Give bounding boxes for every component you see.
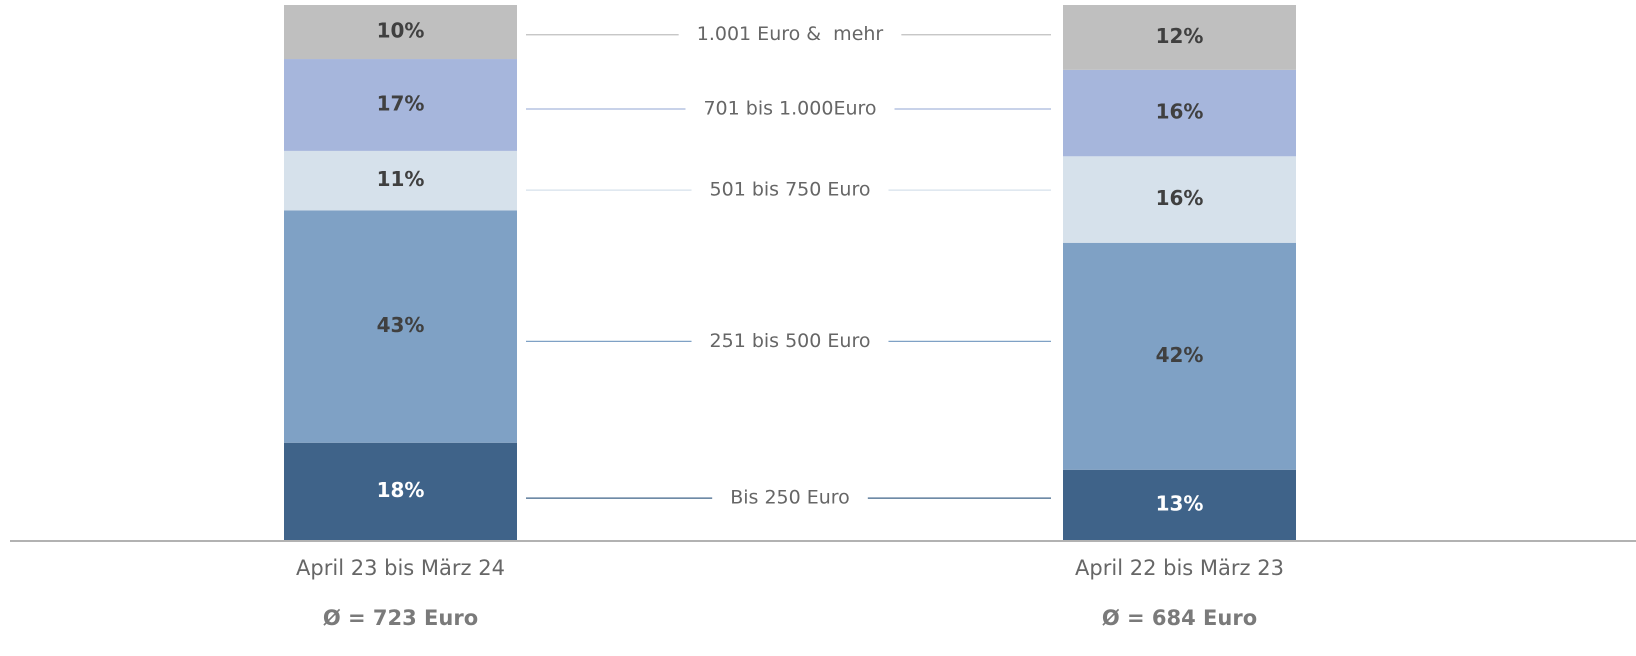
value-label: 10%: [377, 19, 425, 43]
bar-segment: [284, 442, 517, 540]
annotation: Ø = 684 Euro: [1102, 606, 1257, 630]
value-label: 17%: [377, 91, 425, 115]
bar-segment: [1063, 469, 1296, 540]
value-label: 12%: [1156, 24, 1204, 48]
annotation: Ø = 723 Euro: [323, 606, 478, 630]
legend-label: 1.001 Euro & mehr: [697, 23, 884, 45]
value-label: 16%: [1156, 186, 1204, 210]
value-label: 42%: [1156, 343, 1204, 367]
bar-segment: [1063, 5, 1296, 70]
bar-segment: [284, 59, 517, 151]
bar-segment: [284, 5, 517, 60]
legend-label: 701 bis 1.000Euro: [703, 98, 876, 120]
bar-segment: [284, 210, 517, 443]
value-label: 16%: [1156, 100, 1204, 124]
bar-segment: [1063, 69, 1296, 157]
value-label: 18%: [377, 478, 425, 502]
legend-label: Bis 250 Euro: [730, 487, 850, 509]
category-label: April 22 bis März 23: [1075, 556, 1284, 580]
bar-segment: [284, 150, 517, 211]
legend-label: 251 bis 500 Euro: [710, 330, 871, 352]
value-label: 43%: [377, 313, 425, 337]
value-label: 13%: [1156, 491, 1204, 515]
bar-segment: [1063, 156, 1296, 243]
bar-segment: [1063, 242, 1296, 470]
value-label: 11%: [377, 167, 425, 191]
category-label: April 23 bis März 24: [296, 556, 505, 580]
legend-label: 501 bis 750 Euro: [710, 179, 871, 201]
